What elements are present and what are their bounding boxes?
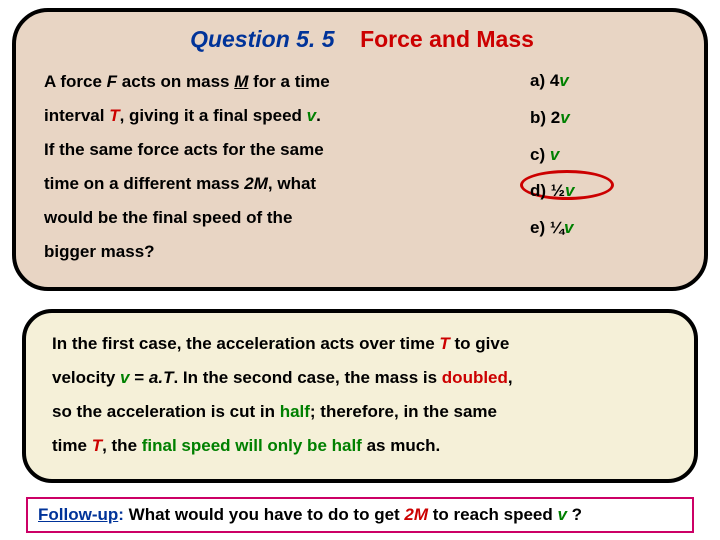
followup-text: Follow-up: What would you have to do to … xyxy=(38,505,682,525)
exp-half: half xyxy=(280,402,310,421)
var-2M: 2M xyxy=(244,174,268,193)
exp-v: v xyxy=(120,368,129,387)
var-T: T xyxy=(109,106,119,125)
followup-2M: 2M xyxy=(404,505,428,524)
question-text: A force F acts on mass M for a time inte… xyxy=(44,65,500,269)
exp-doubled: doubled xyxy=(442,368,508,387)
option-d: d) ½v xyxy=(530,179,680,203)
followup-box: Follow-up: What would you have to do to … xyxy=(26,497,694,533)
question-body: A force F acts on mass M for a time inte… xyxy=(44,65,680,269)
exp-eq: a.T xyxy=(149,368,174,387)
explanation-text: In the first case, the acceleration acts… xyxy=(52,327,668,463)
exp-T2: T xyxy=(92,436,102,455)
options-list: a) 4v b) 2v c) v d) ½v e) ¼v xyxy=(530,65,680,269)
option-c: c) v xyxy=(530,143,680,167)
explanation-box: In the first case, the acceleration acts… xyxy=(22,309,698,483)
question-number: Question 5. 5 xyxy=(190,26,334,52)
option-b: b) 2v xyxy=(530,106,680,130)
followup-label: Follow-up xyxy=(38,505,118,524)
option-e: e) ¼v xyxy=(530,216,680,240)
var-M: M xyxy=(234,72,248,91)
question-topic: Force and Mass xyxy=(360,26,534,52)
var-v: v xyxy=(307,106,316,125)
exp-T1: T xyxy=(439,334,449,353)
var-F: F xyxy=(107,72,117,91)
question-box: Question 5. 5 Force and Mass A force F a… xyxy=(12,8,708,291)
followup-v: v xyxy=(557,505,566,524)
option-a: a) 4v xyxy=(530,69,680,93)
exp-finalhalf: final speed will only be half xyxy=(142,436,362,455)
question-title: Question 5. 5 Force and Mass xyxy=(44,26,680,53)
